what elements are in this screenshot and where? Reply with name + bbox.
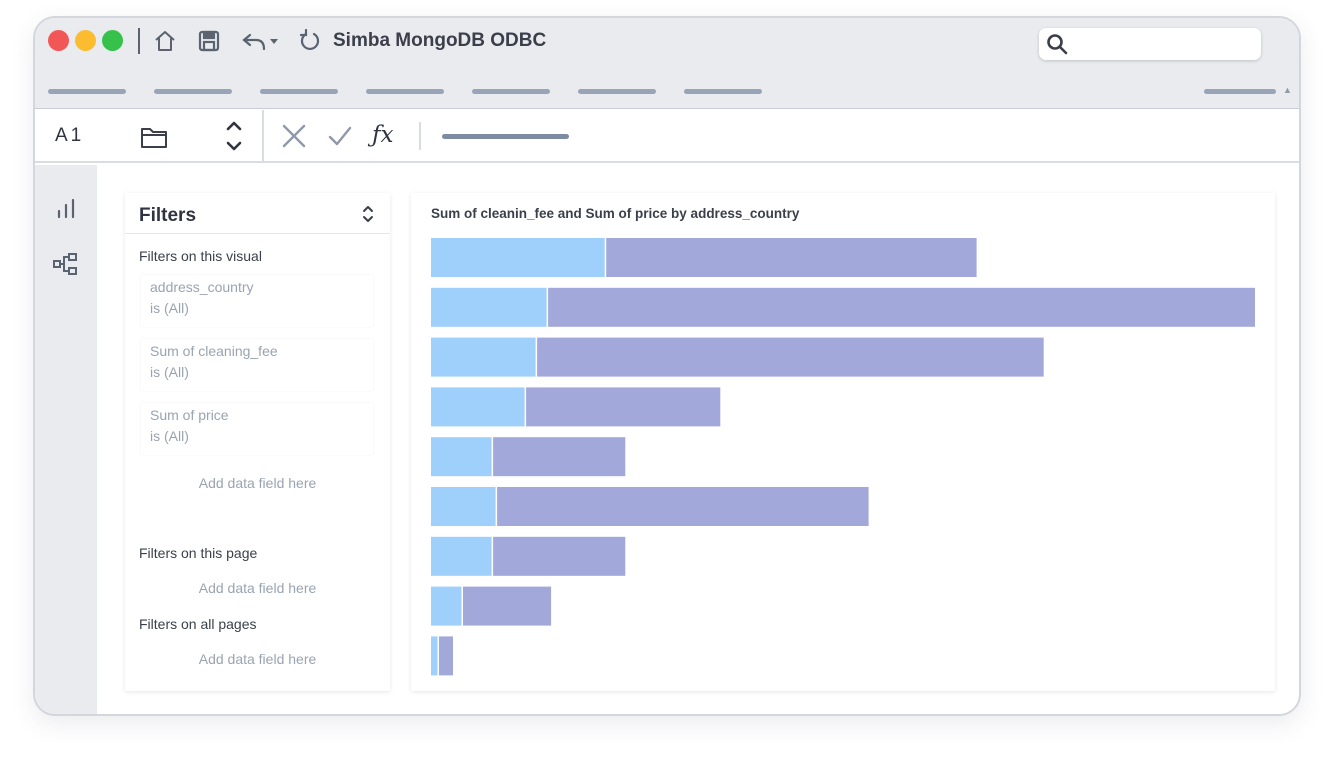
- search-icon: [1047, 34, 1068, 55]
- bar-chart: [431, 238, 1255, 676]
- hierarchy-icon[interactable]: [50, 250, 82, 278]
- bar-price-6[interactable]: [497, 487, 869, 526]
- formula-bar-separator-2: [419, 122, 421, 150]
- filter-condition: is (All): [150, 364, 189, 380]
- filter-card[interactable]: Sum of cleaning_fee is (All): [141, 339, 373, 391]
- save-icon[interactable]: [195, 28, 223, 54]
- folder-icon[interactable]: [139, 123, 169, 151]
- chart-visual[interactable]: Sum of cleanin_fee and Sum of price by a…: [411, 193, 1275, 691]
- bar-price-2[interactable]: [548, 287, 1255, 327]
- bar-price-5[interactable]: [493, 437, 626, 477]
- menu-item-2[interactable]: [154, 89, 232, 94]
- close-window-button[interactable]: [48, 30, 69, 51]
- bar-cleaning-fee-6[interactable]: [431, 487, 496, 526]
- bar-price-1[interactable]: [606, 238, 977, 277]
- collapse-ribbon-icon[interactable]: ▲: [1283, 85, 1292, 95]
- filters-pane: Filters Filters on this visual address_c…: [125, 193, 390, 691]
- add-data-field-page[interactable]: Add data field here: [198, 580, 317, 596]
- filters-on-page-label: Filters on this page: [139, 545, 258, 561]
- add-data-field-visual[interactable]: Add data field here: [198, 475, 317, 491]
- report-canvas: Filters Filters on this visual address_c…: [97, 165, 1299, 714]
- menu-item-1[interactable]: [48, 89, 126, 94]
- bar-price-3[interactable]: [537, 337, 1044, 377]
- add-data-field-all-pages[interactable]: Add data field here: [198, 651, 317, 667]
- maximize-window-button[interactable]: [102, 30, 123, 51]
- filter-condition: is (All): [150, 300, 189, 316]
- filter-card[interactable]: Sum of price is (All): [141, 403, 373, 455]
- filter-field-name: Sum of cleaning_fee: [150, 343, 278, 359]
- filter-condition: is (All): [150, 428, 189, 444]
- bar-cleaning-fee-5[interactable]: [431, 437, 492, 477]
- bar-cleaning-fee-1[interactable]: [431, 238, 605, 277]
- filter-field-name: address_country: [150, 279, 254, 295]
- menu-item-4[interactable]: [366, 89, 444, 94]
- filter-field-name: Sum of price: [150, 407, 229, 423]
- menu-item-3[interactable]: [260, 89, 338, 94]
- left-sidebar: [35, 165, 97, 714]
- bar-cleaning-fee-4[interactable]: [431, 387, 525, 427]
- app-title: Simba MongoDB ODBC: [333, 30, 547, 51]
- insert-function-button[interactable]: ƒx: [372, 122, 394, 148]
- cancel-icon[interactable]: [280, 122, 308, 150]
- cell-reference[interactable]: A1: [55, 125, 85, 146]
- menu-item-7[interactable]: [684, 89, 762, 94]
- filters-on-visual-label: Filters on this visual: [139, 248, 262, 264]
- bar-price-9[interactable]: [439, 636, 453, 676]
- filters-header: Filters: [125, 193, 390, 234]
- formula-bar: A1 ƒx: [35, 110, 1299, 163]
- bar-cleaning-fee-7[interactable]: [431, 536, 492, 576]
- refresh-icon[interactable]: [296, 28, 324, 54]
- bar-chart-icon[interactable]: [50, 195, 82, 223]
- minimize-window-button[interactable]: [75, 30, 96, 51]
- bar-cleaning-fee-9[interactable]: [431, 636, 438, 676]
- undo-icon[interactable]: [239, 28, 281, 54]
- bar-cleaning-fee-8[interactable]: [431, 586, 462, 626]
- toolbar-separator: [138, 28, 140, 54]
- bar-price-4[interactable]: [526, 387, 721, 427]
- bar-cleaning-fee-2[interactable]: [431, 287, 547, 327]
- menu-item-6[interactable]: [578, 89, 656, 94]
- bar-price-7[interactable]: [493, 536, 626, 576]
- title-bar: Simba MongoDB ODBC ▲: [35, 18, 1299, 109]
- menu-item-right[interactable]: [1204, 89, 1276, 94]
- home-icon[interactable]: [151, 28, 179, 54]
- filters-title: Filters: [139, 205, 197, 226]
- search-input[interactable]: [1071, 32, 1251, 56]
- chart-title: Sum of cleanin_fee and Sum of price by a…: [431, 206, 800, 221]
- formula-bar-separator: [262, 110, 264, 163]
- bar-price-8[interactable]: [463, 586, 552, 626]
- up-down-chevron-icon[interactable]: [222, 118, 246, 154]
- filter-card[interactable]: address_country is (All): [141, 275, 373, 327]
- formula-input[interactable]: [442, 134, 569, 139]
- confirm-icon[interactable]: [326, 122, 354, 150]
- bar-cleaning-fee-3[interactable]: [431, 337, 536, 377]
- search-box[interactable]: [1039, 28, 1261, 60]
- app-window: Simba MongoDB ODBC ▲ A1: [33, 16, 1301, 716]
- menu-item-5[interactable]: [472, 89, 550, 94]
- expand-collapse-icon[interactable]: [361, 204, 375, 229]
- filters-on-all-pages-label: Filters on all pages: [139, 616, 257, 632]
